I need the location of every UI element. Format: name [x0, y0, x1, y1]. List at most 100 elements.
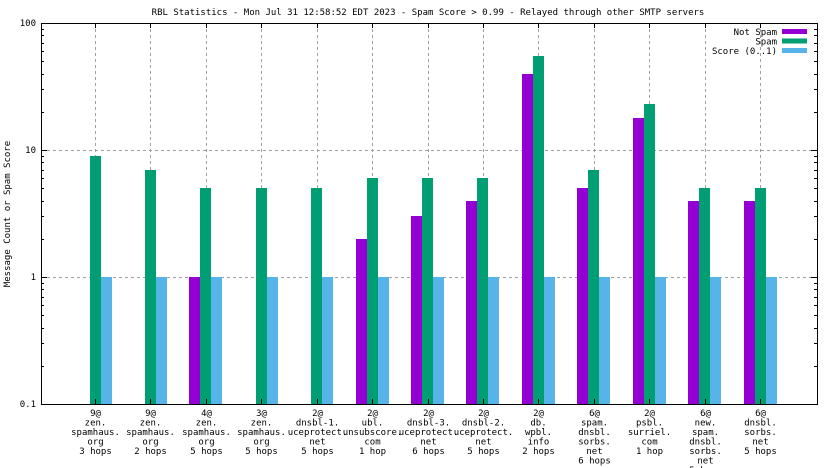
x-tick-label-line: new.: [695, 419, 717, 429]
x-tick-label-line: 6@: [700, 409, 711, 419]
bar-spam: [533, 56, 544, 404]
bar-not-spam: [744, 201, 755, 404]
bar-spam: [311, 188, 322, 404]
x-tick-label-line: uceprotect.: [288, 428, 348, 438]
x-tick-label-line: org: [87, 438, 103, 448]
bar-spam: [588, 170, 599, 404]
bar-not-spam: [522, 74, 533, 404]
bar-not-spam: [633, 118, 644, 404]
x-tick-label-line: net: [752, 438, 768, 448]
x-tick-label: 2@ dnsbl-2. uceprotect. net 5 hops: [454, 409, 514, 457]
x-tick-label: 4@ zen. spamhaus. org 5 hops: [182, 409, 231, 457]
x-tick-label-line: net: [420, 438, 436, 448]
x-tick-label-line: zen.: [85, 419, 107, 429]
x-tick-label: 9@ zen. spamhaus. org 3 hops: [71, 409, 120, 457]
x-tick-label-line: 4@: [201, 409, 212, 419]
x-tick-label-line: 2@: [644, 409, 655, 419]
x-tick-label-line: sorbs.: [578, 438, 611, 448]
x-tick-label-line: dnsbl.: [689, 438, 722, 448]
x-tick-label: 2@ dnsbl-3. uceprotect. net 6 hops: [399, 409, 459, 457]
chart-title: RBL Statistics - Mon Jul 31 12:58:52 EDT…: [152, 8, 705, 18]
bar-spam: [200, 188, 211, 404]
x-tick-label-line: zen.: [196, 419, 218, 429]
x-tick-label-line: 5 hops: [190, 447, 223, 457]
x-tick-label-line: net: [586, 447, 602, 457]
bar-score-0-1: [655, 277, 666, 404]
bar-score-0-1: [710, 277, 721, 404]
bar-score-0-1: [322, 277, 333, 404]
x-tick-label: 6@ spam. dnsbl. sorbs. net 6 hops: [578, 409, 611, 467]
bar-score-0-1: [211, 277, 222, 404]
bar-spam: [477, 178, 488, 404]
bar-score-0-1: [544, 277, 555, 404]
x-tick-label-line: 9@: [90, 409, 101, 419]
x-tick-label-line: ubl.: [362, 419, 384, 429]
bar-spam: [644, 104, 655, 404]
x-tick-label-line: com: [364, 438, 380, 448]
x-tick-label-line: spamhaus.: [182, 428, 231, 438]
bar-spam: [699, 188, 710, 404]
bar-score-0-1: [156, 277, 167, 404]
x-tick-label-line: org: [253, 438, 269, 448]
x-tick-label: 3@ zen. spamhaus. org 5 hops: [237, 409, 286, 457]
x-tick-label-line: 5 hops: [467, 447, 500, 457]
x-tick-label-line: 6@: [755, 409, 766, 419]
bar-spam: [256, 188, 267, 404]
legend-swatch: [782, 48, 807, 53]
x-tick-label-line: db.: [530, 419, 546, 429]
x-tick-label-line: spamhaus.: [126, 428, 175, 438]
bar-not-spam: [577, 188, 588, 404]
y-tick-label: 100: [20, 19, 36, 29]
x-tick-label-line: unsubscore.: [343, 428, 403, 438]
x-tick-label-line: com: [641, 438, 657, 448]
x-tick-label-line: 2@: [478, 409, 489, 419]
bar-not-spam: [356, 239, 367, 404]
legend-label: Not Spam: [734, 28, 777, 38]
y-axis-label: Message Count or Spam Score: [3, 141, 13, 287]
x-tick-label-line: 6 hops: [578, 457, 611, 467]
x-tick-label-line: net: [475, 438, 491, 448]
legend-swatch: [782, 29, 807, 34]
bar-spam: [90, 156, 101, 404]
x-tick-label-line: 2@: [312, 409, 323, 419]
x-tick-label-line: dnsbl-2.: [462, 419, 505, 429]
x-tick-label: 2@ psbl. surriel. com 1 hop: [628, 409, 671, 457]
x-tick-label-line: 3@: [256, 409, 267, 419]
x-tick-label-line: dnsbl-3.: [407, 419, 450, 429]
bar-spam: [422, 178, 433, 404]
x-tick-label: 9@ zen. spamhaus. org 2 hops: [126, 409, 175, 457]
x-tick-label-line: sorbs.: [689, 447, 722, 457]
x-tick-label-line: 6 hops: [412, 447, 445, 457]
bar-not-spam: [466, 201, 477, 404]
legend-swatch: [782, 38, 807, 44]
x-tick-label-line: dnsbl.: [578, 428, 611, 438]
x-tick-label: 6@ dnsbl. sorbs. net 5 hops: [744, 409, 777, 457]
x-tick-label-line: spam.: [581, 419, 608, 429]
x-tick-label-line: 2 hops: [134, 447, 167, 457]
x-tick-label-line: 2@: [367, 409, 378, 419]
x-tick-label-line: net: [697, 457, 713, 467]
x-tick-label-line: dnsbl-1.: [296, 419, 339, 429]
x-tick-label-line: spamhaus.: [71, 428, 120, 438]
plot-border: [41, 23, 818, 405]
bar-score-0-1: [599, 277, 610, 404]
x-tick-label-line: 2 hops: [522, 447, 555, 457]
bar-score-0-1: [766, 277, 777, 404]
x-tick-label-line: uceprotect.: [399, 428, 459, 438]
bar-score-0-1: [378, 277, 389, 404]
x-tick-label: 2@ db. wpbl. info 2 hops: [522, 409, 555, 457]
x-tick-label-line: surriel.: [628, 428, 671, 438]
x-tick-label-line: 6@: [589, 409, 600, 419]
x-tick-label-line: org: [142, 438, 158, 448]
x-tick-label-line: spamhaus.: [237, 428, 286, 438]
x-tick-label-line: info: [528, 438, 550, 448]
bar-not-spam: [688, 201, 699, 404]
x-tick-label-line: psbl.: [636, 419, 663, 429]
bar-spam: [367, 178, 378, 404]
bar-spam: [755, 188, 766, 404]
x-tick-label-line: dnsbl.: [744, 419, 777, 429]
